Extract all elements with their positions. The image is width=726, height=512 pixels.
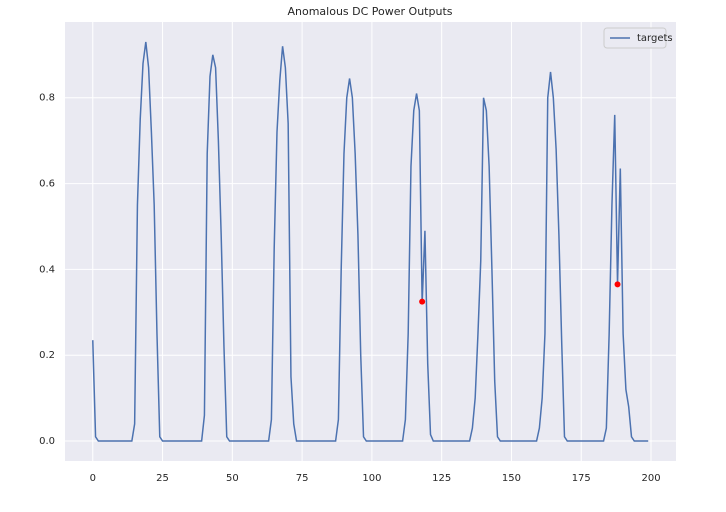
y-tick-label: 0.4 <box>39 264 55 275</box>
line <box>92 41 649 442</box>
legend: targets <box>603 27 673 49</box>
x-tick-label: 50 <box>226 473 239 484</box>
anomaly-point <box>614 281 621 288</box>
x-tick-label: 150 <box>502 473 521 484</box>
x-tick-label: 0 <box>90 473 96 484</box>
x-tick-label: 100 <box>362 473 381 484</box>
y-tick-label: 0.8 <box>39 93 55 104</box>
x-tick-label: 125 <box>432 473 451 484</box>
chart-title: Anomalous DC Power Outputs <box>287 5 452 18</box>
y-tick-label: 0.6 <box>39 179 55 190</box>
legend-label: targets <box>637 33 673 44</box>
x-tick-label: 75 <box>296 473 309 484</box>
legend-box <box>603 27 667 49</box>
marks <box>92 41 649 442</box>
x-tick-label: 200 <box>641 473 660 484</box>
grid <box>65 22 676 461</box>
y-tick-label: 0.0 <box>39 436 55 447</box>
plot-area <box>65 22 676 461</box>
anomaly-point <box>419 298 426 305</box>
x-tick-label: 25 <box>156 473 169 484</box>
y-tick-label: 0.2 <box>39 350 55 361</box>
x-tick-label: 175 <box>572 473 591 484</box>
